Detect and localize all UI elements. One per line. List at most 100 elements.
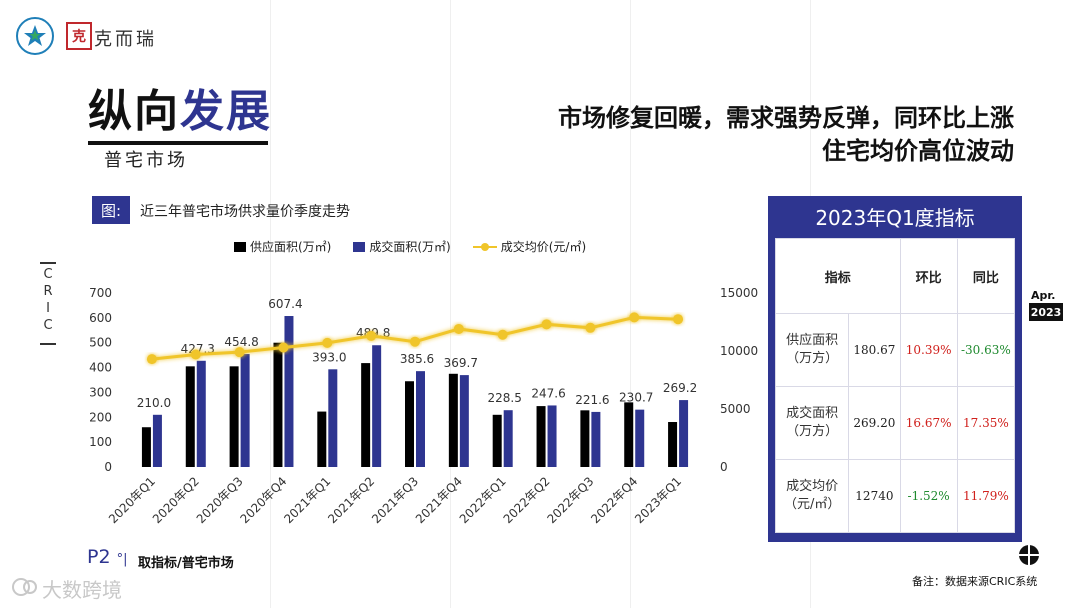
table-row: 成交面积 （万方） 269.20 16.67% 17.35% xyxy=(774,386,1016,460)
row-tb: 11.79% xyxy=(956,459,1016,533)
page-number-text: P2 xyxy=(87,546,111,568)
y-axis-right: 0 5000 10000 15000 xyxy=(720,286,758,474)
bar-supply xyxy=(317,411,327,467)
bar-supply xyxy=(229,366,239,467)
bar-supply xyxy=(580,410,590,467)
x-tick-label: 2021年Q1 xyxy=(281,474,333,526)
watermark-logo-icon xyxy=(12,578,37,596)
y-right-tick-label: 0 xyxy=(720,460,728,474)
price-point xyxy=(146,354,157,365)
bar-supply xyxy=(273,342,283,467)
bar-deal-label: 221.6 xyxy=(575,393,609,407)
section-subtitle: 普宅市场 xyxy=(104,150,188,171)
x-tick-label: 2020年Q4 xyxy=(238,474,290,526)
price-point xyxy=(278,342,289,353)
table-row: 供应面积 （万方） 180.67 10.39% -30.63% xyxy=(774,313,1016,387)
headline-2: 住宅均价高位波动 xyxy=(822,137,1014,165)
price-point xyxy=(322,337,333,348)
bar-supply xyxy=(448,373,458,467)
combo-chart: 0 100 200 300 400 500 600 700 0 5000 10000 15000 2… xyxy=(89,286,758,526)
y-right-tick-label: 10000 xyxy=(720,344,758,358)
legend-swatch-price xyxy=(472,242,497,251)
bar-deal xyxy=(372,345,382,467)
x-tick-label: 2023年Q1 xyxy=(632,474,684,526)
bar-deal-label: 427.3 xyxy=(181,342,215,356)
x-tick-label: 2022年Q1 xyxy=(457,474,509,526)
bar-supply xyxy=(185,366,195,467)
cric-rule-bottom xyxy=(40,343,56,345)
bar-deal xyxy=(503,410,513,467)
bar-deal-label: 269.2 xyxy=(663,381,697,395)
bar-supply xyxy=(361,363,371,467)
y-left-tick-label: 600 xyxy=(89,311,112,325)
crosshair-circle-icon xyxy=(1019,545,1039,565)
price-point xyxy=(410,336,420,347)
y-left-tick-label: 700 xyxy=(89,286,112,300)
y-left-tick-label: 200 xyxy=(89,410,112,424)
y-left-tick-label: 500 xyxy=(89,336,112,350)
y-left-tick-label: 300 xyxy=(89,385,112,399)
row-hb: 16.67% xyxy=(899,386,958,460)
bar-supply xyxy=(141,427,151,467)
y-left-tick-label: 100 xyxy=(89,435,112,449)
bar-deal-label: 454.8 xyxy=(224,335,258,349)
y-right-tick-label: 5000 xyxy=(720,402,751,416)
x-tick-label: 2020年Q1 xyxy=(106,474,158,526)
chart-legend: 供应面积(万㎡) 成交面积(万㎡) 成交均价(元/㎡) xyxy=(234,238,608,255)
bar-deal-label: 247.6 xyxy=(531,386,565,400)
row-name-line1: 供应面积 xyxy=(786,333,839,348)
bar-deal-label: 230.7 xyxy=(619,391,653,405)
page-number: P2 °| xyxy=(87,546,127,568)
row-tb: -30.63% xyxy=(956,313,1016,387)
section-title-black: 纵向 xyxy=(88,86,180,137)
row-tb: 17.35% xyxy=(956,386,1016,460)
row-name: 成交面积 （万方） xyxy=(774,386,850,460)
row-value: 269.20 xyxy=(848,386,901,460)
legend-label-supply: 供应面积(万㎡) xyxy=(250,240,332,254)
bar-deal-label: 369.7 xyxy=(444,356,478,370)
y-left-tick-label: 0 xyxy=(104,460,112,474)
legend-swatch-supply xyxy=(234,241,246,252)
legend-label-price: 成交均价(元/㎡) xyxy=(500,240,587,254)
y-left-tick-label: 400 xyxy=(89,361,112,375)
section-title: 纵向发展 xyxy=(88,86,272,138)
headline-1: 市场修复回暖，需求强势反弹，同环比上涨 xyxy=(558,104,1014,132)
bar-data-labels: 210.0427.3454.8607.4393.0489.8385.6369.7… xyxy=(137,297,698,410)
cric-letter: C xyxy=(43,267,53,282)
price-point xyxy=(453,323,464,334)
price-point xyxy=(629,312,640,323)
logo-emblem-icon xyxy=(16,17,54,55)
bg-line xyxy=(270,0,271,608)
legend-item-supply: 供应面积(万㎡) xyxy=(234,238,331,255)
x-tick-label: 2021年Q4 xyxy=(413,474,465,526)
bar-supply xyxy=(624,402,634,467)
table-row: 成交均价 （元/㎡） 12740 -1.52% 11.79% xyxy=(774,459,1016,533)
price-point xyxy=(585,322,596,333)
price-point xyxy=(234,347,245,358)
x-tick-label: 2021年Q2 xyxy=(325,474,377,526)
bar-deal-label: 393.0 xyxy=(312,350,346,364)
legend-swatch-deal xyxy=(353,241,366,252)
bar-supply xyxy=(405,381,414,467)
row-name-line2: （万方） xyxy=(786,351,839,366)
page-mark: °| xyxy=(116,552,128,567)
bar-series xyxy=(141,316,689,467)
bar-supply xyxy=(492,414,502,467)
figure-tag: 图: xyxy=(92,196,130,224)
bar-deal xyxy=(416,371,425,467)
bg-line xyxy=(450,0,451,608)
bar-deal-label: 228.5 xyxy=(488,391,522,405)
bar-deal xyxy=(240,353,250,467)
bar-deal xyxy=(547,405,557,467)
legend-label-deal: 成交面积(万㎡) xyxy=(369,240,451,254)
source-note: 备注：数据来源CRIC系统 xyxy=(912,575,1038,588)
date-month: Apr. xyxy=(1031,289,1056,302)
watermark-text: 大数跨境 xyxy=(42,578,122,602)
bar-deal-label: 607.4 xyxy=(268,297,302,311)
star-icon xyxy=(24,25,46,46)
x-tick-label: 2020年Q3 xyxy=(194,474,246,526)
bar-deal xyxy=(459,375,469,467)
panel-title: 2023年Q1度指标 xyxy=(815,205,975,230)
price-point xyxy=(497,329,508,340)
bar-supply xyxy=(536,406,546,467)
